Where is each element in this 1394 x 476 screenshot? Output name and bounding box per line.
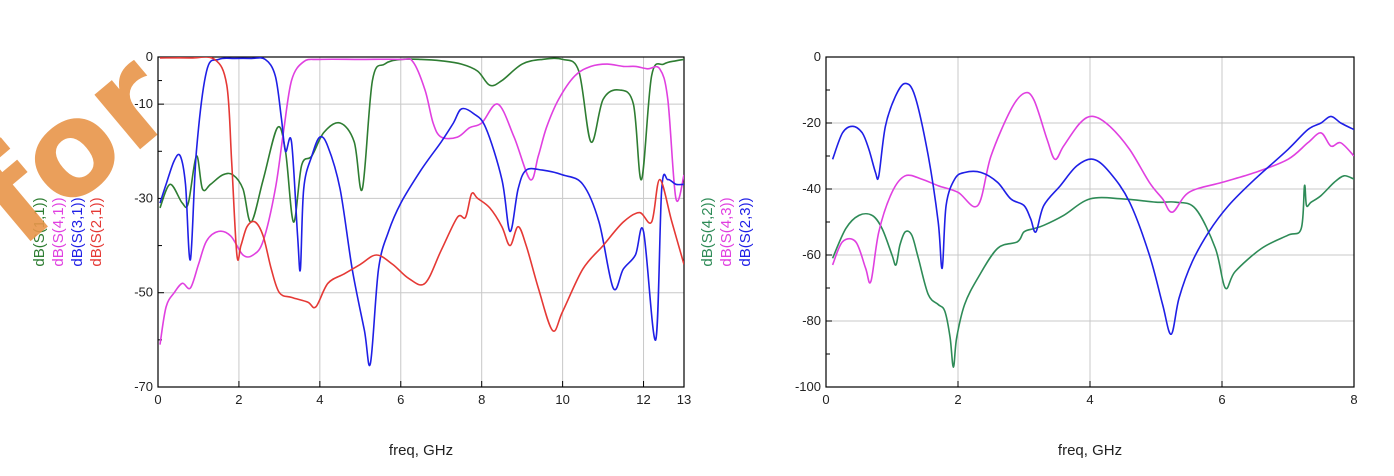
series-label: dB(S(1,1)) [31,197,48,266]
y-tick-label: -30 [134,190,153,205]
series-label: dB(S(2,1)) [88,197,105,266]
series-line-41 [159,57,684,345]
series-line-21 [159,57,684,332]
x-tick-label: 4 [316,392,323,407]
y-tick-label: -60 [802,247,821,262]
series-line-42 [831,174,1354,369]
plot-frame [825,56,1355,388]
x-tick-label: 0 [154,392,161,407]
series-label: dB(S(2,3)) [737,197,754,266]
y-tick-label: -10 [134,96,153,111]
x-tick-label: 8 [478,392,485,407]
series-label: dB(S(4,3)) [718,197,735,266]
y-tick-label: -40 [802,181,821,196]
x-axis-label: freq, GHz [1058,442,1122,459]
y-tick-label: -50 [134,285,153,300]
series-label: dB(S(4,1)) [50,197,67,266]
x-tick-label: 13 [677,392,691,407]
x-tick-label: 8 [1350,392,1357,407]
y-tick-label: -20 [802,115,821,130]
x-axis-label: freq, GHz [389,442,453,459]
chart-right: 0 2 4 6 8 0 -20 -40 -60 -80 -100 dB(S(4,2)) dB(S(4,3… [699,49,1358,459]
x-tick-label: 2 [235,392,242,407]
x-tick-label: 12 [636,392,650,407]
y-tick-label: 0 [814,49,821,64]
series-label: dB(S(3,1)) [69,197,86,266]
y-tick-label: -70 [134,379,153,394]
series-line-31 [159,57,684,367]
x-tick-label: 6 [397,392,404,407]
y-tick-label: -80 [802,313,821,328]
x-tick-label: 10 [555,392,569,407]
y-tick-label: -100 [795,379,821,394]
y-tick-label: 0 [146,49,153,64]
series-label: dB(S(4,2)) [699,197,716,266]
series-line-11 [159,57,684,223]
x-tick-label: 2 [954,392,961,407]
series-line-43 [831,91,1354,284]
series-line-23 [831,82,1354,336]
chart-left: 0 2 4 6 8 10 12 13 0 -10 -30 -50 -70 dB(S(1,1)) dB(S(4… [31,49,691,459]
x-tick-label: 6 [1218,392,1225,407]
x-tick-label: 4 [1086,392,1093,407]
plot-frame [157,56,685,388]
x-tick-label: 0 [822,392,829,407]
